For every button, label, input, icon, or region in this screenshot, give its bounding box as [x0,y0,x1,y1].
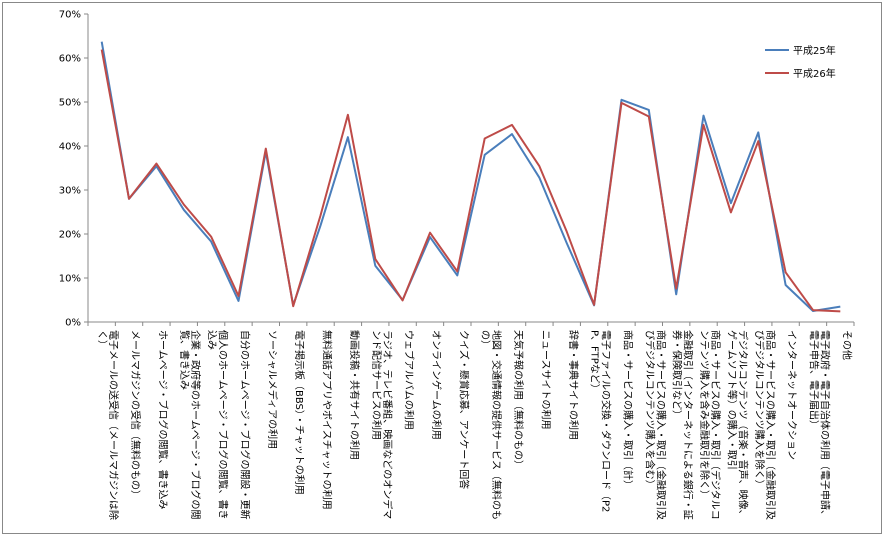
x-category-label-line: P、FTPなど） [589,330,601,394]
x-category-label: デジタルコンテンツ（音楽・音声、映像、ゲームソフト等）の購入・取引 [725,330,749,520]
x-category-label-line: ホームページ・ブログの閲覧、書き込み [156,330,169,510]
x-category-label-line: ラジオ、テレビ番組、映画などのオンデマ [381,330,394,519]
legend-label-h25: 平成25年 [793,44,836,57]
x-category-label-line: びデジタルコンテンツ購入を含む） [643,330,656,490]
x-category-label: 電子政府・電子自治体の利用（電子申請、電子申告、電子届出） [808,330,832,520]
legend: 平成25年 平成26年 [765,44,836,80]
x-category-label: ウェブアルバムの利用 [403,330,416,430]
x-category-label-line: 電子ファイルの交換・ダウンロード（P2 [600,330,613,512]
x-category-label-line: 天気予報の利用（無料のもの） [512,330,525,470]
x-category-label-line: ニュースサイトの利用 [539,330,551,430]
x-category-label-line: 金融取引（インターネットによる銀行・証 [682,330,695,520]
x-category-label-line: 商品・サービスの購入・取引（デジタルコ [709,330,722,520]
x-category-label: オンラインゲームの利用 [430,330,442,440]
series-layer [100,41,841,313]
x-category-label-line: 無料通話アプリやボイスチャットの利用 [321,330,334,510]
y-tick-label: 70% [59,10,81,21]
x-category-label: ソーシャルメディアの利用 [266,330,279,449]
x-category-label-line: 個人のホームページ・ブログの閲覧、書き [217,330,230,520]
x-category-label-line: 自分のホームページ・ブログの開設・更新 [239,330,252,520]
x-category-label-line: の） [479,330,491,350]
y-tick-label: 20% [59,230,81,241]
x-category-label: ホームページ・ブログの閲覧、書き込み [156,330,169,510]
x-category-label: 無料通話アプリやボイスチャットの利用 [321,330,334,510]
y-tick-label: 60% [59,54,81,65]
x-category-label: メールマガジンの受信（無料のもの） [129,330,142,500]
x-category-label-line: 覧、書き込み [178,330,191,390]
x-category-label-line: メールマガジンの受信（無料のもの） [129,330,142,500]
x-category-label-line: デジタルコンテンツ（音楽・音声、映像、 [736,330,749,520]
x-category-label-line: 企業・政府等のホームページ・ブログの閲 [189,330,202,520]
x-category-label-line: 商品・サービスの購入・取引（金融取引及 [764,330,777,520]
y-tick-label: 40% [59,142,81,153]
x-category-label-line: ウェブアルバムの利用 [403,330,416,430]
x-category-label-line: びデジタルコンテンツ購入を除く） [753,330,766,490]
x-category-label-line: クイズ・懸賞応募、アンケート回答 [457,330,470,489]
x-category-label: 金融取引（インターネットによる銀行・証券・保険取引など） [671,330,695,520]
x-category-label-line: 辞書・事典サイトの利用 [567,330,580,440]
x-category-label: 辞書・事典サイトの利用 [567,330,580,440]
x-category-label-line: 券・保険取引など） [671,330,684,420]
x-category-label: 企業・政府等のホームページ・ブログの閲覧、書き込み [178,330,202,520]
x-category-label-line: 電子政府・電子自治体の利用（電子申請、 [819,330,832,520]
x-category-label-line: 電子掲示板（BBS）・チャットの利用 [293,330,306,495]
x-category-label-line: ンド配信サービスの利用 [370,330,382,440]
legend-label-h26: 平成26年 [793,67,836,80]
axis-layer: 0% 10% 20% 30% 40% 50% 60% 70% [59,10,855,329]
x-category-label-line: ンテンツ購入を含み金融取引を除く） [698,330,711,500]
x-category-label: インターネットオークション [786,330,798,460]
x-category-label: 天気予報の利用（無料のもの） [512,330,525,470]
x-category-label-line: オンラインゲームの利用 [430,330,442,440]
x-category-label-line: インターネットオークション [786,330,798,460]
y-tick-label: 10% [59,274,81,285]
x-category-label: 動画投稿・共有サイトの利用 [348,330,361,460]
x-category-label-line: 電子メールの送受信（メールマガジンは除 [107,330,120,520]
x-category-label-line: く） [96,330,108,350]
x-category-label: 電子ファイルの交換・ダウンロード（P2P、FTPなど） [589,330,613,512]
y-tick-label: 0% [65,318,81,329]
y-tick-label: 50% [59,98,81,109]
x-category-label-line: ソーシャルメディアの利用 [266,330,279,449]
x-category-label: 商品・サービスの購入・取引（計） [622,330,635,490]
y-tick-label: 30% [59,186,81,197]
x-category-label-line: 地図・交通情報の提供サービス（無料のも [490,330,503,520]
x-category-label: 地図・交通情報の提供サービス（無料のもの） [479,330,503,520]
x-category-label: 個人のホームページ・ブログの閲覧、書き込み [206,330,230,520]
x-category-label-line: 動画投稿・共有サイトの利用 [348,330,361,460]
series-line-h25 [100,41,841,312]
x-category-label-line: ゲームソフト等）の購入・取引 [725,330,738,470]
x-category-label-line: 商品・サービスの購入・取引（金融取引及 [654,330,667,520]
x-category-label-line: 電子申告、電子届出） [808,330,821,430]
x-category-label: ニュースサイトの利用 [539,330,551,430]
x-category-label: その他 [840,330,853,360]
x-category-label-line: 込み [206,330,218,350]
x-category-label: クイズ・懸賞応募、アンケート回答 [457,330,470,489]
x-category-label: 自分のホームページ・ブログの開設・更新 [239,330,252,520]
series-line-h26 [100,49,841,313]
x-category-label-line: その他 [840,330,853,360]
x-category-label-line: 商品・サービスの購入・取引（計） [622,330,635,490]
x-category-label: 電子掲示板（BBS）・チャットの利用 [293,330,306,495]
